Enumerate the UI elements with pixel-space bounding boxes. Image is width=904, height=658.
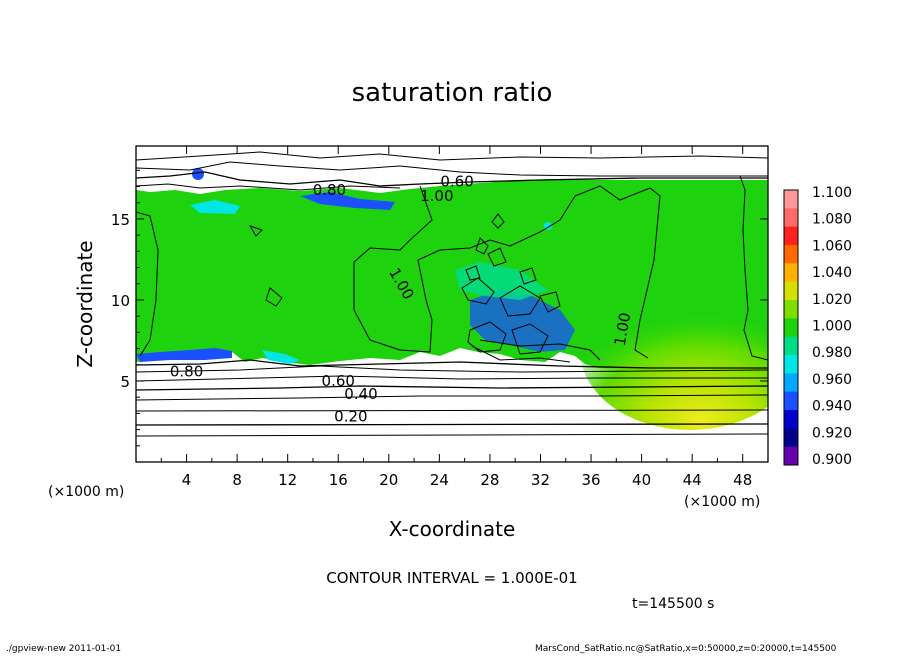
lower-blue-fringe xyxy=(136,348,232,362)
colorbar-swatch xyxy=(784,300,798,319)
y-axis-label: Z-coordinate xyxy=(73,240,97,367)
contour-lines xyxy=(136,151,768,437)
x-axis-unit-left: (×1000 m) xyxy=(48,484,124,500)
y-tick-label: 15 xyxy=(111,211,130,229)
colorbar-swatch xyxy=(784,410,798,429)
x-tick-label: 44 xyxy=(683,471,702,489)
colorbar-label: 0.940 xyxy=(812,399,852,415)
x-tick-label: 48 xyxy=(733,471,752,489)
turbulent-contours xyxy=(461,247,601,363)
x-tick-label: 16 xyxy=(329,471,348,489)
x-axis-ticks: 4 8 12 16 20 24 28 32 36 40 44 48 xyxy=(160,146,752,489)
colorbar-swatch xyxy=(784,355,798,374)
colorbar-swatch xyxy=(784,446,798,466)
colorbar-frame xyxy=(783,189,799,466)
footer-left: ./gpview-new 2011-01-01 xyxy=(6,644,121,654)
colorbar-label: 1.060 xyxy=(812,238,852,254)
colorbar-swatch xyxy=(784,190,798,209)
colorbar-swatch xyxy=(784,373,798,393)
plot-frame xyxy=(135,145,769,463)
central-blue-patch xyxy=(470,290,575,352)
contour-label: 0.20 xyxy=(334,408,367,426)
colorbar-label: 0.980 xyxy=(812,345,852,361)
y-tick-label: 10 xyxy=(111,292,130,310)
x-tick-label: 28 xyxy=(480,471,499,489)
x-axis-label: X-coordinate xyxy=(389,517,516,541)
colorbar-label: 0.960 xyxy=(812,372,852,388)
y-tick-label: 5 xyxy=(120,373,130,391)
footer-right: MarsCond_SatRatio.nc@SatRatio,x=0:50000,… xyxy=(535,644,837,654)
x-axis-unit-right: (×1000 m) xyxy=(684,494,760,510)
x-tick-label: 36 xyxy=(581,471,600,489)
colorbar-swatch xyxy=(784,336,798,356)
lower-cyan-fringe xyxy=(262,350,300,364)
time-note: t=145500 s xyxy=(632,596,714,612)
contour-label: 0.80 xyxy=(313,181,346,199)
colorbar-label: 0.900 xyxy=(812,452,852,468)
plot-area xyxy=(136,146,768,462)
contour-interval-note: CONTOUR INTERVAL = 1.000E-01 xyxy=(326,569,577,587)
x-tick-label: 12 xyxy=(278,471,297,489)
colorbar-label: 1.040 xyxy=(812,265,852,281)
colorbar-swatch xyxy=(784,226,798,246)
chart-title: saturation ratio xyxy=(352,78,553,108)
colorbar-swatch xyxy=(784,391,798,411)
upper-cyan-fringe xyxy=(190,200,240,214)
contour-label: 0.60 xyxy=(440,173,473,191)
x-tick-label: 32 xyxy=(531,471,550,489)
colorbar-label: 1.100 xyxy=(812,185,852,201)
x-tick-label: 4 xyxy=(182,471,192,489)
dark-blue-spot xyxy=(192,168,204,180)
colorbar-swatch xyxy=(784,318,798,338)
contour-label: 1.00 xyxy=(611,311,635,347)
contour-label: 1.00 xyxy=(420,187,453,205)
x-tick-label: 40 xyxy=(632,471,651,489)
colorbar-swatch xyxy=(784,245,798,264)
colorbar-label: 1.000 xyxy=(812,319,852,335)
x-tick-label: 24 xyxy=(430,471,449,489)
upper-blue-fringe xyxy=(300,192,395,210)
colorbar-swatch xyxy=(784,281,798,301)
colorbar-swatch xyxy=(784,208,798,228)
colorbar-label: 1.080 xyxy=(812,212,852,228)
colorbar-swatch xyxy=(784,428,798,448)
contour-label: 0.80 xyxy=(170,362,203,380)
colorbar-label: 1.020 xyxy=(812,292,852,308)
contour-label: 0.40 xyxy=(344,385,377,403)
colorbar-label: 0.920 xyxy=(812,425,852,441)
warm-anomaly xyxy=(580,270,768,430)
y-axis-ticks: 5 10 15 xyxy=(111,169,768,447)
colorbar-swatch xyxy=(784,263,798,283)
colorbar: 1.100 1.080 1.060 1.040 1.020 1.000 0.980 0.960… xyxy=(783,185,852,468)
x-tick-label: 20 xyxy=(379,471,398,489)
contour-label: 0.60 xyxy=(322,372,355,390)
x-tick-label: 8 xyxy=(232,471,242,489)
